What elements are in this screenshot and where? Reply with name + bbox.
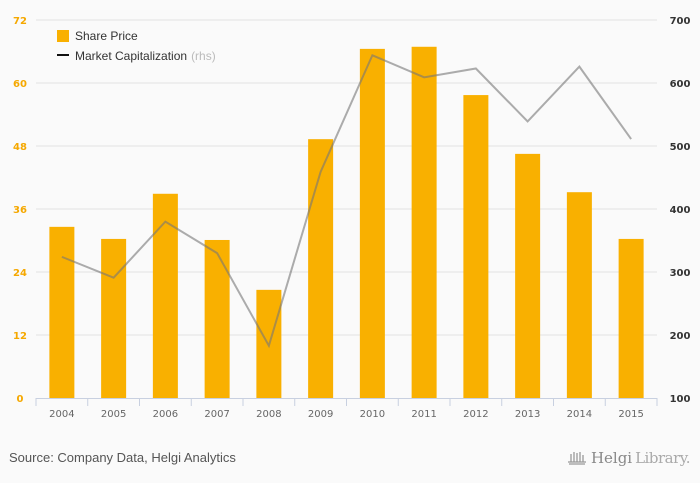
legend-label-market-cap-text: Market Capitalization bbox=[75, 49, 187, 63]
x-tick-label: 2014 bbox=[567, 409, 592, 420]
x-tick-label: 2013 bbox=[515, 409, 540, 420]
y-right-tick-label: 700 bbox=[670, 16, 691, 27]
x-tick-label: 2005 bbox=[101, 409, 126, 420]
market-cap-line bbox=[61, 53, 632, 349]
legend-label-share-price: Share Price bbox=[75, 29, 138, 43]
x-tick-label: 2012 bbox=[463, 409, 488, 420]
bar-2010 bbox=[359, 48, 385, 398]
y-right-tick-label: 100 bbox=[670, 394, 691, 405]
x-tick-label: 2010 bbox=[360, 409, 385, 420]
legend-label-market-cap: Market Capitalization (rhs) bbox=[75, 49, 216, 63]
bar-2004 bbox=[49, 226, 75, 398]
y-right-tick-label: 500 bbox=[670, 142, 691, 153]
y-left-tick-label: 0 bbox=[17, 394, 24, 405]
source-note: Source: Company Data, Helgi Analytics bbox=[9, 450, 236, 465]
y-axis-right: 100 200 300 400 500 600 700 bbox=[670, 16, 691, 405]
y-right-tick-label: 400 bbox=[670, 205, 691, 216]
bar-2013 bbox=[515, 153, 541, 398]
bar-2007 bbox=[204, 239, 230, 398]
chart: 2004 2005 2006 2007 2008 2009 2010 2011 2012 2013… bbox=[13, 16, 691, 420]
legend-rhs-note: (rhs) bbox=[191, 49, 216, 63]
helgi-library-logo: Helgi Library. bbox=[566, 449, 690, 467]
bar-series-share-price bbox=[49, 46, 644, 399]
bar-2006 bbox=[152, 193, 178, 398]
legend: Share Price Market Capitalization (rhs) bbox=[57, 29, 216, 63]
y-right-tick-label: 200 bbox=[670, 331, 691, 342]
y-right-tick-label: 300 bbox=[670, 268, 691, 279]
y-left-tick-label: 36 bbox=[13, 205, 27, 216]
x-tick-label: 2009 bbox=[308, 409, 333, 420]
y-left-tick-label: 60 bbox=[13, 79, 27, 90]
x-tick-label: 2015 bbox=[618, 409, 643, 420]
bar-2014 bbox=[566, 192, 592, 398]
bar-2005 bbox=[101, 238, 127, 398]
x-tick-label: 2011 bbox=[411, 409, 436, 420]
bar-2009 bbox=[308, 139, 334, 399]
y-right-tick-label: 600 bbox=[670, 79, 691, 90]
library-logo-icon bbox=[567, 452, 586, 465]
legend-swatch-share-price bbox=[57, 30, 69, 42]
bar-2012 bbox=[463, 95, 489, 398]
y-left-tick-label: 72 bbox=[13, 16, 27, 27]
x-axis: 2004 2005 2006 2007 2008 2009 2010 2011 2012 2013… bbox=[35, 398, 658, 420]
gridlines bbox=[36, 19, 657, 336]
y-axis-left: 0 12 24 36 48 60 72 bbox=[13, 16, 27, 405]
logo-text-bold: Helgi bbox=[590, 449, 633, 467]
bar-2015 bbox=[618, 238, 644, 398]
x-tick-label: 2006 bbox=[153, 409, 178, 420]
bar-2011 bbox=[411, 46, 437, 399]
x-tick-label: 2008 bbox=[256, 409, 281, 420]
y-left-tick-label: 12 bbox=[13, 331, 27, 342]
x-tick-label: 2004 bbox=[49, 409, 74, 420]
line-series-market-cap bbox=[61, 53, 632, 349]
y-left-tick-label: 24 bbox=[13, 268, 27, 279]
y-left-tick-label: 48 bbox=[13, 142, 27, 153]
x-tick-label: 2007 bbox=[204, 409, 229, 420]
logo-text-light: Library. bbox=[635, 449, 690, 467]
